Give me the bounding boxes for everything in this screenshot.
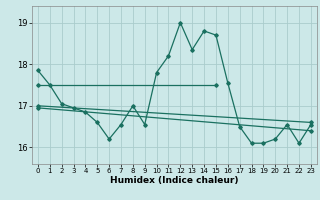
X-axis label: Humidex (Indice chaleur): Humidex (Indice chaleur): [110, 176, 239, 185]
